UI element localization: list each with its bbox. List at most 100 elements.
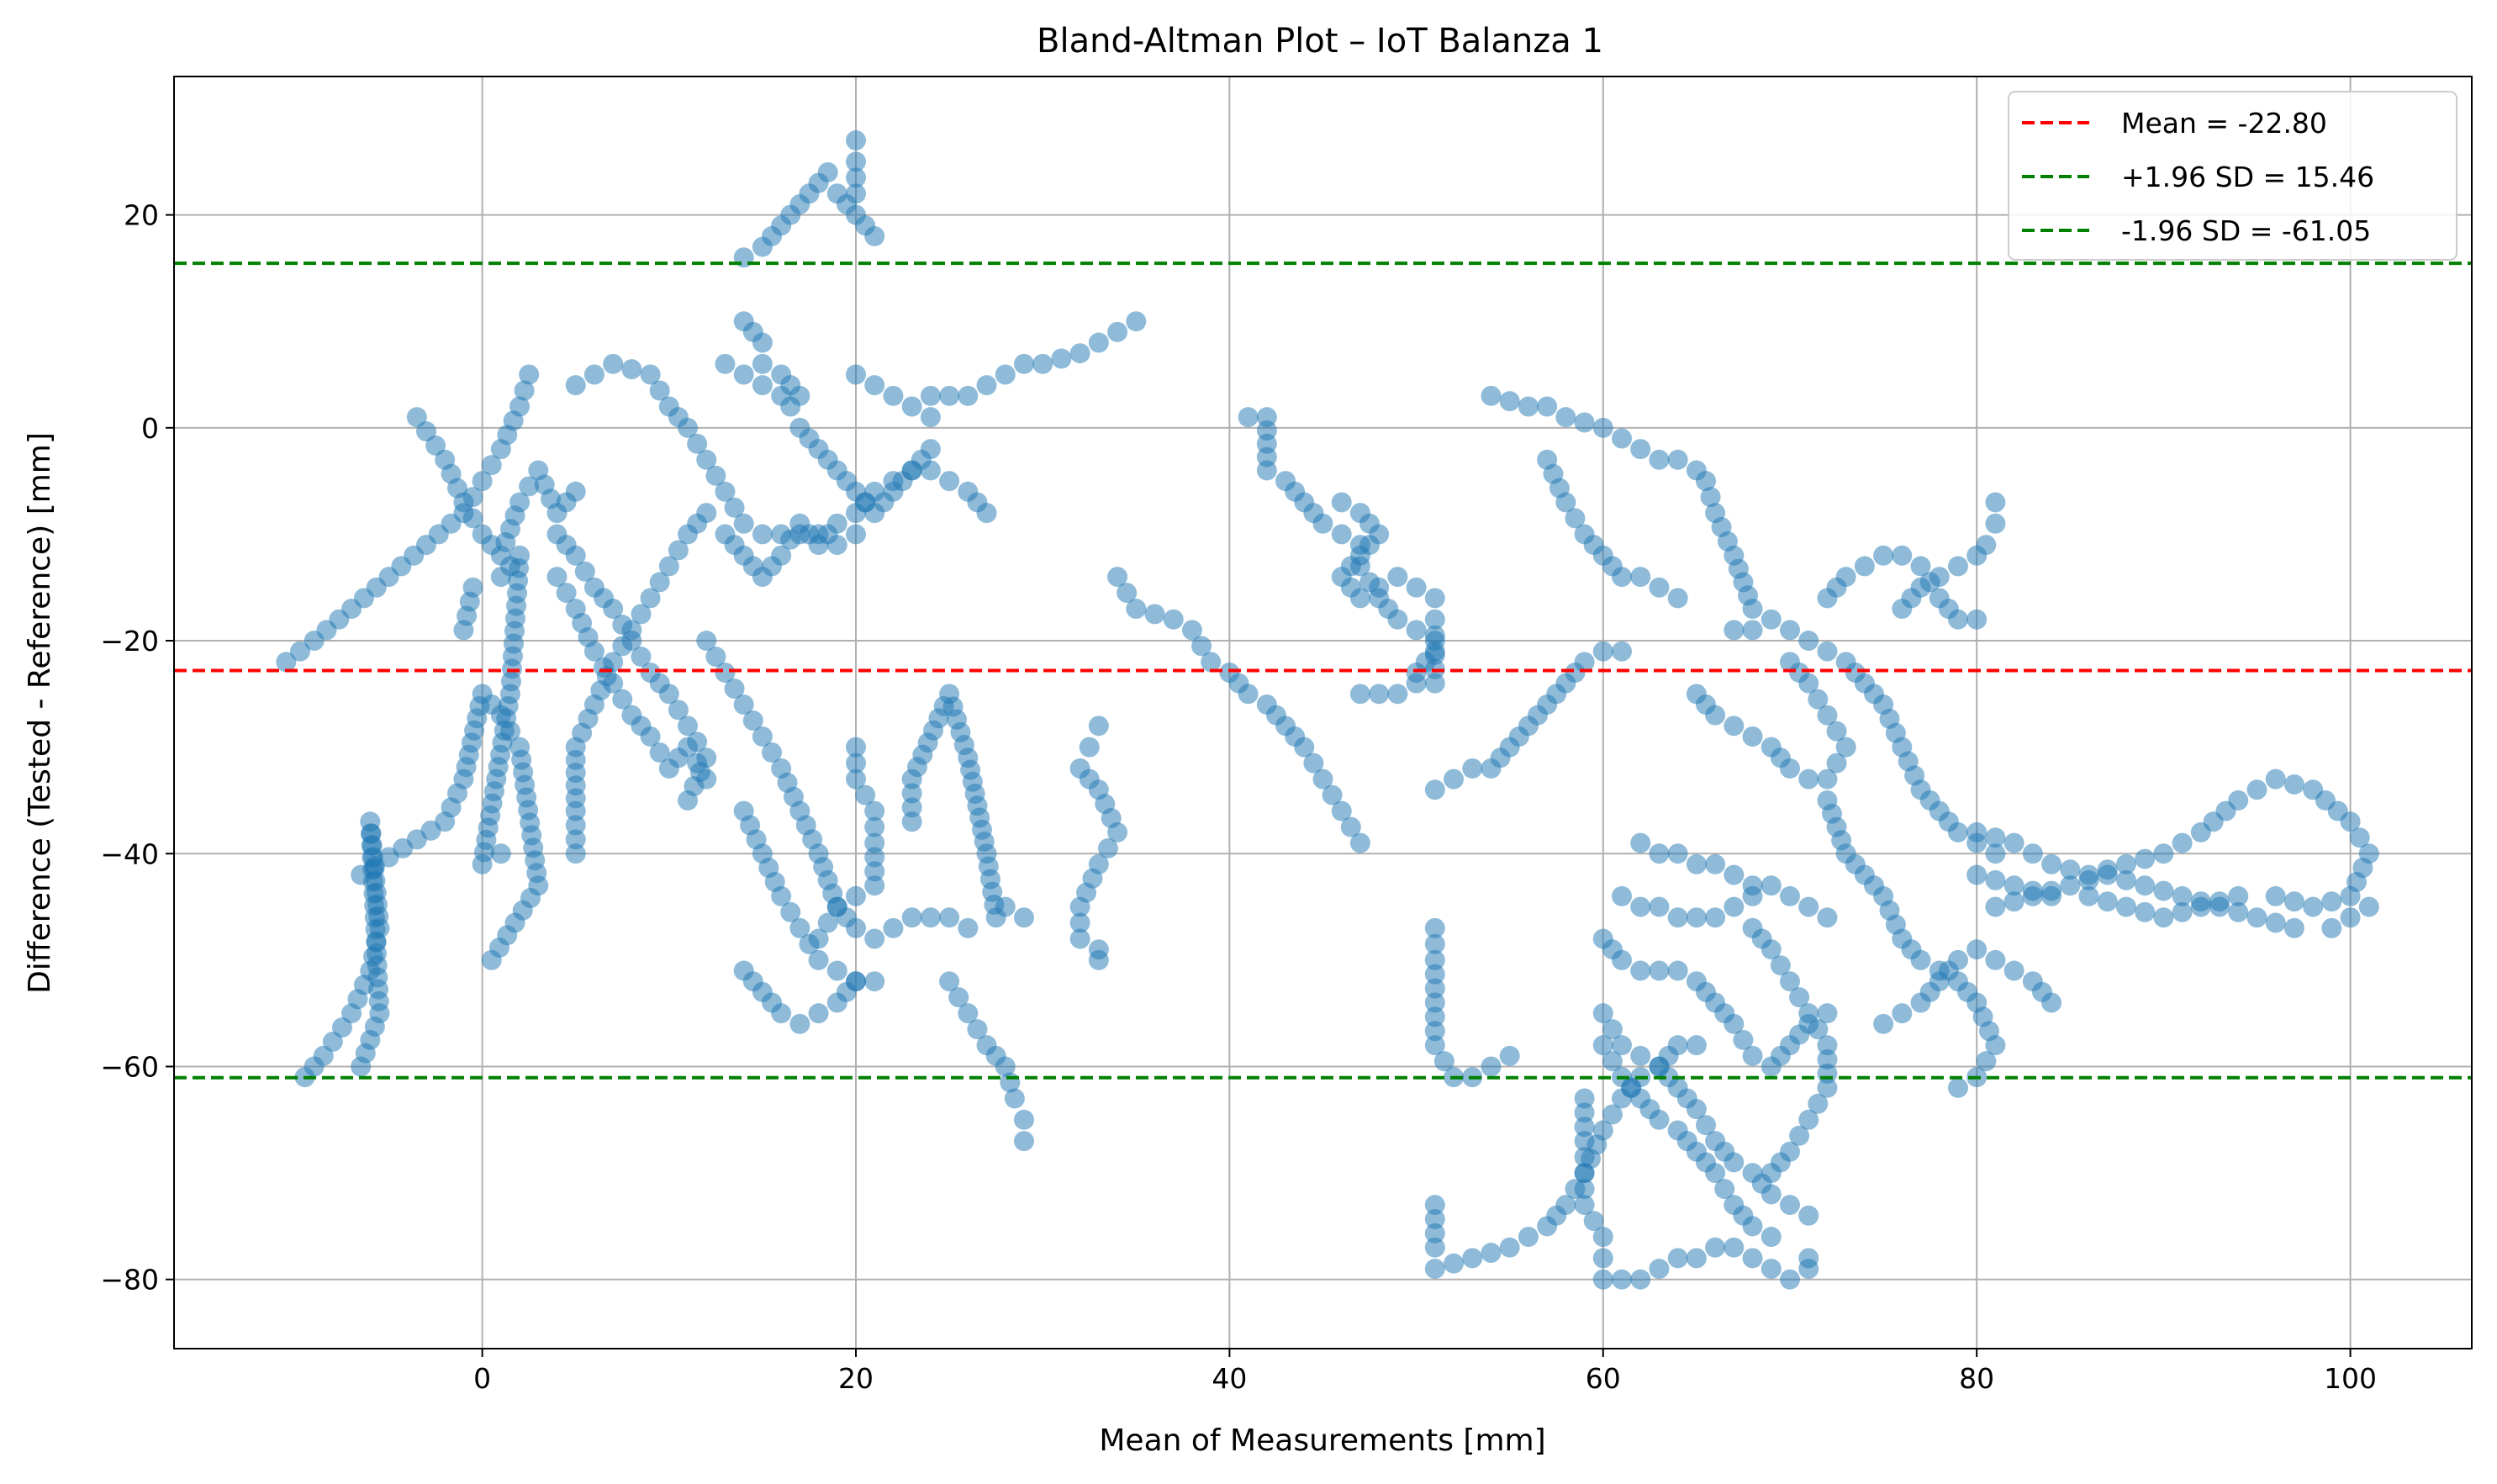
data-point: [2265, 912, 2286, 933]
data-point: [2041, 880, 2062, 901]
data-point: [1424, 779, 1445, 800]
reference-lines: [174, 261, 2472, 1080]
data-point: [752, 726, 773, 747]
data-point: [351, 1056, 372, 1077]
data-point: [1798, 1003, 1819, 1024]
data-point: [901, 797, 922, 818]
data-point: [1349, 684, 1370, 705]
data-point: [2265, 885, 2286, 906]
data-point: [1462, 1248, 1483, 1269]
data-point: [1770, 955, 1791, 976]
data-point: [603, 353, 624, 374]
data-point: [1424, 1237, 1445, 1258]
data-point: [668, 700, 689, 721]
data-point: [1817, 1077, 1838, 1098]
data-point: [826, 896, 847, 917]
data-point: [846, 753, 867, 774]
data-point: [2022, 885, 2043, 906]
data-point: [1854, 556, 1875, 577]
data-point: [1424, 933, 1445, 954]
data-point: [1518, 396, 1539, 417]
data-point: [705, 465, 726, 486]
data-point: [631, 604, 652, 625]
data-point: [1349, 832, 1370, 853]
data-point: [462, 508, 483, 529]
data-point: [1705, 853, 1726, 874]
data-point: [1667, 960, 1688, 981]
data-point: [1592, 1003, 1613, 1024]
data-point: [1331, 524, 1352, 545]
data-point: [1424, 625, 1445, 646]
data-point: [1724, 1152, 1745, 1173]
data-point: [1424, 1006, 1445, 1027]
data-point: [864, 816, 885, 837]
data-point: [1433, 1051, 1454, 1072]
data-point: [1985, 827, 2006, 848]
data-point: [920, 439, 941, 460]
data-point: [1696, 1115, 1716, 1136]
data-point: [1742, 1216, 1763, 1237]
data-point: [1583, 1211, 1604, 1232]
data-point: [789, 385, 810, 406]
data-point: [826, 513, 847, 534]
data-point: [2172, 885, 2193, 906]
data-point: [2135, 848, 2156, 869]
data-point: [1808, 689, 1829, 710]
data-point: [1817, 641, 1838, 662]
data-point: [1817, 1049, 1838, 1070]
data-point: [1256, 460, 1277, 481]
data-point: [1424, 1035, 1445, 1056]
data-point: [2321, 891, 2342, 912]
data-point: [817, 161, 838, 182]
data-point: [2153, 843, 2174, 864]
data-point: [1181, 620, 1202, 641]
data-point: [883, 471, 904, 492]
data-point: [1798, 1109, 1819, 1130]
data-point: [2283, 917, 2304, 938]
data-point: [2283, 774, 2304, 795]
data-point: [1705, 705, 1726, 726]
x-tick-label: 40: [1212, 1362, 1247, 1395]
data-point: [1612, 1035, 1633, 1056]
data-point: [883, 385, 904, 406]
data-point: [742, 710, 763, 731]
data-point: [1798, 1205, 1819, 1226]
data-point: [1424, 949, 1445, 970]
data-point: [1107, 321, 1128, 342]
data-point: [2228, 901, 2249, 922]
data-point: [331, 1017, 352, 1038]
data-point: [565, 843, 586, 864]
data-point: [1555, 407, 1576, 428]
data-point: [1826, 721, 1847, 742]
data-point: [481, 455, 502, 476]
data-point: [1985, 896, 2006, 917]
data-point: [733, 694, 754, 716]
data-point: [612, 689, 633, 710]
data-point: [976, 503, 997, 524]
data-point: [1069, 912, 1090, 933]
data-point: [939, 907, 960, 928]
data-point: [1592, 1269, 1613, 1290]
data-point: [967, 1019, 988, 1040]
data-point: [1630, 960, 1651, 981]
data-point: [2003, 832, 2025, 853]
data-point: [1817, 768, 1838, 790]
data-point: [1424, 588, 1445, 609]
data-point: [1947, 949, 1968, 970]
data-point: [603, 599, 624, 620]
data-point: [1574, 652, 1595, 673]
data-point: [1724, 1237, 1745, 1258]
data-point: [1574, 1088, 1595, 1109]
data-point: [826, 960, 847, 981]
data-point: [1312, 768, 1333, 790]
data-point: [1574, 1131, 1595, 1152]
data-point: [1051, 348, 1072, 369]
x-tick-label: 0: [473, 1362, 491, 1395]
data-point: [1013, 1109, 1034, 1130]
data-point: [1835, 737, 1856, 758]
data-point: [1340, 816, 1361, 837]
data-point: [1294, 737, 1315, 758]
data-point: [1724, 620, 1745, 641]
data-point: [1312, 513, 1333, 534]
data-point: [939, 971, 960, 992]
